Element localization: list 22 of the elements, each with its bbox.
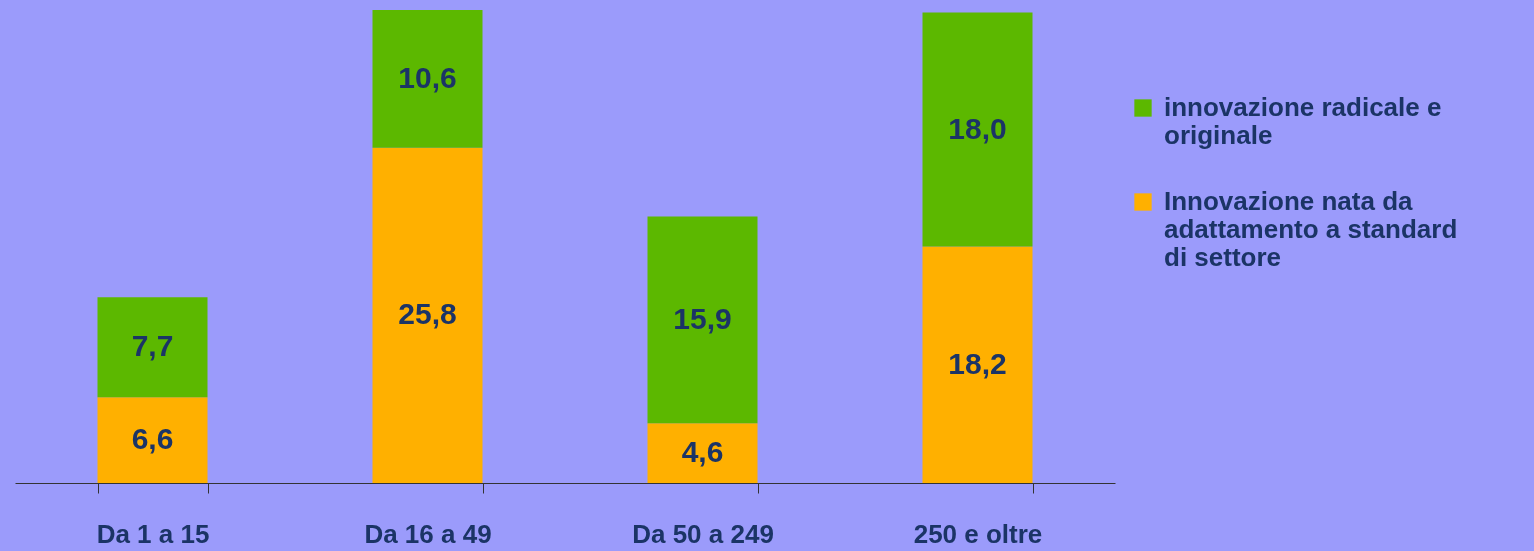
bar <box>372 10 483 148</box>
data-label: 18,0 <box>948 111 1007 145</box>
x-tick-label: Da 1 a 15 <box>96 518 210 549</box>
bar <box>647 216 758 424</box>
bar <box>372 147 483 483</box>
data-label: 18,2 <box>948 346 1007 380</box>
x-tick-label: 250 e oltre <box>913 518 1043 549</box>
data-label: 7,7 <box>131 329 174 363</box>
x-tick-label: Da 50 a 249 <box>632 518 774 549</box>
x-tick-label: Da 16 a 49 <box>364 518 492 549</box>
data-label: 25,8 <box>398 297 457 331</box>
data-label: 15,9 <box>673 301 732 335</box>
bar <box>97 397 208 483</box>
data-label: 10,6 <box>398 60 457 94</box>
bar <box>922 246 1033 483</box>
bar <box>97 297 208 398</box>
legend-label: Innovazione nata da adattamento a standard di settore <box>1164 186 1458 272</box>
bar <box>922 12 1033 247</box>
legend-label: innovazione radicale e originale <box>1164 92 1442 150</box>
bar <box>647 423 758 483</box>
data-label: 4,6 <box>681 435 724 469</box>
data-label: 6,6 <box>131 422 174 456</box>
